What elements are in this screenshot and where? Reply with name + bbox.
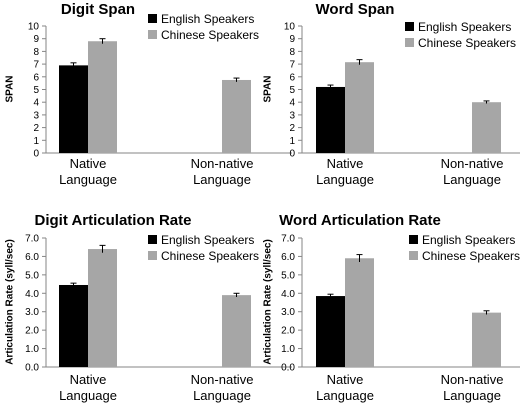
- y-tick-label: 7.0: [281, 234, 295, 245]
- bar-chinese-speakers: [472, 312, 501, 367]
- bar-chinese-speakers: [222, 79, 251, 153]
- y-axis-label: SPAN: [5, 75, 16, 102]
- y-tick-label: 0.0: [25, 363, 39, 374]
- y-tick-label: 1.0: [25, 344, 39, 355]
- x-category-label: Native Language: [59, 372, 117, 403]
- chart-panel-3: Digit Articulation Rate Articulation Rate…: [5, 212, 292, 403]
- chart-title: Digit Span: [61, 1, 135, 18]
- legend-label: English Speakers: [161, 233, 254, 247]
- y-tick-label: 5.0: [281, 270, 295, 281]
- legend-swatch: [148, 30, 157, 39]
- chart-title: Digit Articulation Rate: [35, 212, 192, 229]
- x-category-label: Non-native Language: [441, 156, 504, 187]
- chart-panel-2: Word Span SPAN 0 1 2 34 5 67 8 910 Native Language N…: [263, 1, 520, 187]
- y-tick-label: 6.0: [25, 252, 39, 263]
- y-tick-label: 10: [28, 22, 40, 33]
- y-tick-label: 1.0: [281, 344, 295, 355]
- y-tick-label: 10: [284, 22, 296, 33]
- legend-label: Chinese Speakers: [422, 249, 520, 263]
- x-category-label: Native Language: [316, 372, 374, 403]
- y-axis-label: Articulation Rate (syll/sec): [263, 239, 274, 365]
- legend-label: English Speakers: [161, 12, 254, 26]
- chart-title: Word Articulation Rate: [279, 212, 441, 229]
- y-tick-label: 2: [289, 123, 295, 134]
- bar-chinese-speakers: [88, 41, 117, 153]
- legend-label: Chinese Speakers: [418, 36, 516, 50]
- y-tick-label: 8: [33, 47, 39, 58]
- y-tick-label: 5.0: [25, 270, 39, 281]
- y-tick-label: 4.0: [25, 289, 39, 300]
- y-tick-label: 9: [33, 34, 39, 45]
- y-tick-label: 6: [33, 72, 39, 83]
- y-tick-label: 4: [33, 98, 39, 109]
- legend-label: English Speakers: [422, 233, 515, 247]
- x-category-label: Non-native Language: [441, 372, 504, 403]
- y-tick-label: 7: [289, 60, 295, 71]
- y-tick-label: 0: [33, 149, 39, 160]
- y-tick-label: 3.0: [25, 307, 39, 318]
- y-tick-label: 8: [289, 47, 295, 58]
- y-tick-label: 6: [289, 72, 295, 83]
- legend-label: Chinese Speakers: [161, 28, 259, 42]
- y-tick-label: 4: [289, 98, 295, 109]
- y-tick-label: 5: [289, 85, 295, 96]
- y-tick-label: 7: [33, 60, 39, 71]
- bar-english-speakers: [59, 65, 88, 153]
- y-tick-label: 7.0: [25, 234, 39, 245]
- y-tick-label: 3.0: [281, 307, 295, 318]
- y-tick-label: 3: [33, 110, 39, 121]
- y-tick-label: 3: [289, 110, 295, 121]
- y-tick-label: 0: [289, 149, 295, 160]
- y-axis-label: SPAN: [263, 75, 274, 102]
- bar-chinese-speakers: [345, 62, 374, 153]
- y-tick-label: 1: [289, 136, 295, 147]
- x-category-label: Non-native Language: [191, 372, 254, 403]
- x-category-label: Native Language: [59, 156, 117, 187]
- y-tick-label: 2.0: [25, 326, 39, 337]
- legend-swatch: [148, 14, 157, 23]
- legend-swatch: [405, 38, 414, 47]
- y-tick-label: 2.0: [281, 326, 295, 337]
- bar-chinese-speakers: [472, 102, 501, 153]
- y-tick-label: 4.0: [281, 289, 295, 300]
- bar-english-speakers: [59, 284, 88, 367]
- legend-swatch: [409, 235, 418, 244]
- y-axis-label: Articulation Rate (syll/sec): [5, 239, 16, 365]
- legend-swatch: [409, 251, 418, 260]
- legend-label: English Speakers: [418, 20, 511, 34]
- bar-chinese-speakers: [345, 258, 374, 367]
- y-tick-label: 0.0: [281, 363, 295, 374]
- chart-panel-4: Word Articulation Rate Articulation Rate …: [263, 212, 520, 403]
- legend-swatch: [148, 251, 157, 260]
- x-category-label: Non-native Language: [191, 156, 254, 187]
- y-tick-label: 9: [289, 34, 295, 45]
- legend-label: Chinese Speakers: [161, 249, 259, 263]
- bar-chinese-speakers: [88, 249, 117, 367]
- bar-chinese-speakers: [222, 295, 251, 367]
- legend-swatch: [405, 22, 414, 31]
- bar-english-speakers: [316, 296, 345, 367]
- legend-swatch: [148, 235, 157, 244]
- chart-title: Word Span: [316, 1, 395, 18]
- x-category-label: Native Language: [316, 156, 374, 187]
- y-tick-label: 6.0: [281, 252, 295, 263]
- y-tick-label: 2: [33, 123, 39, 134]
- y-tick-label: 5: [33, 85, 39, 96]
- y-tick-label: 1: [33, 136, 39, 147]
- bar-english-speakers: [316, 86, 345, 153]
